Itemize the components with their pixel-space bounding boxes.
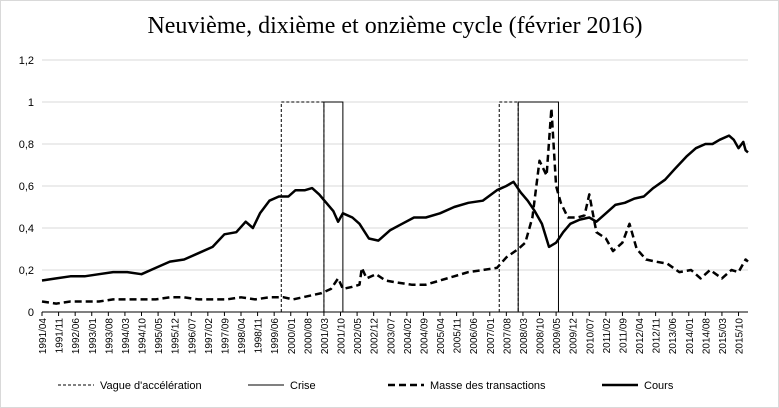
x-tick-label: 1994/03 — [121, 318, 132, 355]
y-tick-label: 1 — [28, 97, 34, 109]
x-tick-label: 2005/11 — [453, 318, 464, 354]
x-tick-label: 2006/06 — [469, 318, 480, 355]
x-tick-label: 1993/01 — [88, 318, 99, 355]
interval-vague-d-acc-l-ration — [498, 101, 519, 312]
legend-label: Crise — [290, 380, 316, 392]
x-tick-label: 2012/11 — [652, 318, 663, 354]
x-tick-label: 1998/11 — [254, 318, 265, 354]
interval-crise — [323, 101, 344, 312]
x-tick-label: 2008/10 — [536, 318, 547, 355]
series-line-cours — [41, 134, 749, 282]
y-tick-label: 1,2 — [19, 55, 34, 67]
y-tick-label: 0,8 — [19, 139, 34, 151]
x-tick-label: 2004/02 — [403, 318, 414, 355]
x-tick-label: 2014/01 — [685, 318, 696, 355]
legend-label: Vague d'accélération — [100, 380, 202, 392]
line-series — [41, 107, 749, 305]
x-tick-label: 2011/09 — [618, 318, 629, 354]
x-tick-label: 1999/06 — [270, 318, 281, 355]
x-axis: 1991/04 1991/11 1992/06 1993/01 1993/08 1994/… — [38, 312, 746, 354]
x-tick-label: 1991/04 — [38, 318, 49, 355]
x-tick-label: 1992/06 — [71, 318, 82, 355]
interval-crise — [517, 101, 559, 312]
chart-title: Neuvième, dixième et onzième cycle (févr… — [147, 13, 642, 39]
x-tick-label: 1991/11 — [55, 318, 66, 354]
x-tick-label: 2000/01 — [287, 318, 298, 355]
x-tick-label: 2004/09 — [419, 318, 430, 355]
gridlines — [42, 59, 748, 313]
x-tick-label: 2001/03 — [320, 318, 331, 355]
interval-series — [280, 101, 559, 312]
x-tick-label: 1995/05 — [154, 318, 165, 355]
y-tick-label: 0,6 — [19, 181, 34, 193]
x-tick-label: 2002/12 — [370, 318, 381, 355]
x-tick-label: 2002/05 — [353, 318, 364, 355]
y-tick-label: 0 — [28, 307, 34, 319]
x-tick-label: 1997/09 — [220, 318, 231, 355]
legend-label: Cours — [644, 380, 674, 392]
x-tick-label: 2003/07 — [386, 318, 397, 355]
y-tick-label: 0,4 — [19, 223, 34, 235]
x-tick-label: 2012/04 — [635, 318, 646, 355]
x-tick-label: 1996/07 — [187, 318, 198, 355]
x-tick-label: 1998/04 — [237, 318, 248, 355]
x-tick-label: 1993/08 — [104, 318, 115, 355]
series-line-masse-des-transactions — [41, 107, 749, 305]
x-tick-label: 1997/02 — [204, 318, 215, 355]
x-tick-label: 2009/05 — [552, 318, 563, 355]
x-tick-label: 2007/08 — [502, 318, 513, 355]
x-tick-label: 2001/10 — [337, 318, 348, 355]
x-tick-label: 2009/12 — [569, 318, 580, 355]
y-axis: 0 0,2 0,4 0,6 0,8 1 1,2 — [19, 55, 34, 319]
x-tick-label: 2015/10 — [735, 318, 746, 355]
x-tick-label: 2008/03 — [519, 318, 530, 355]
x-tick-label: 2007/01 — [486, 318, 497, 355]
x-tick-label: 2010/07 — [585, 318, 596, 355]
x-tick-label: 2011/02 — [602, 318, 613, 354]
x-tick-label: 2000/08 — [303, 318, 314, 355]
x-tick-label: 2005/04 — [436, 318, 447, 355]
x-tick-label: 2013/06 — [668, 318, 679, 355]
x-tick-label: 1994/10 — [138, 318, 149, 355]
legend: Vague d'accélération Crise Masse des trans… — [58, 380, 674, 392]
x-tick-label: 2014/08 — [701, 318, 712, 355]
x-tick-label: 1995/12 — [171, 318, 182, 355]
legend-label: Masse des transactions — [430, 380, 546, 392]
y-tick-label: 0,2 — [19, 265, 34, 277]
x-tick-label: 2015/03 — [718, 318, 729, 355]
